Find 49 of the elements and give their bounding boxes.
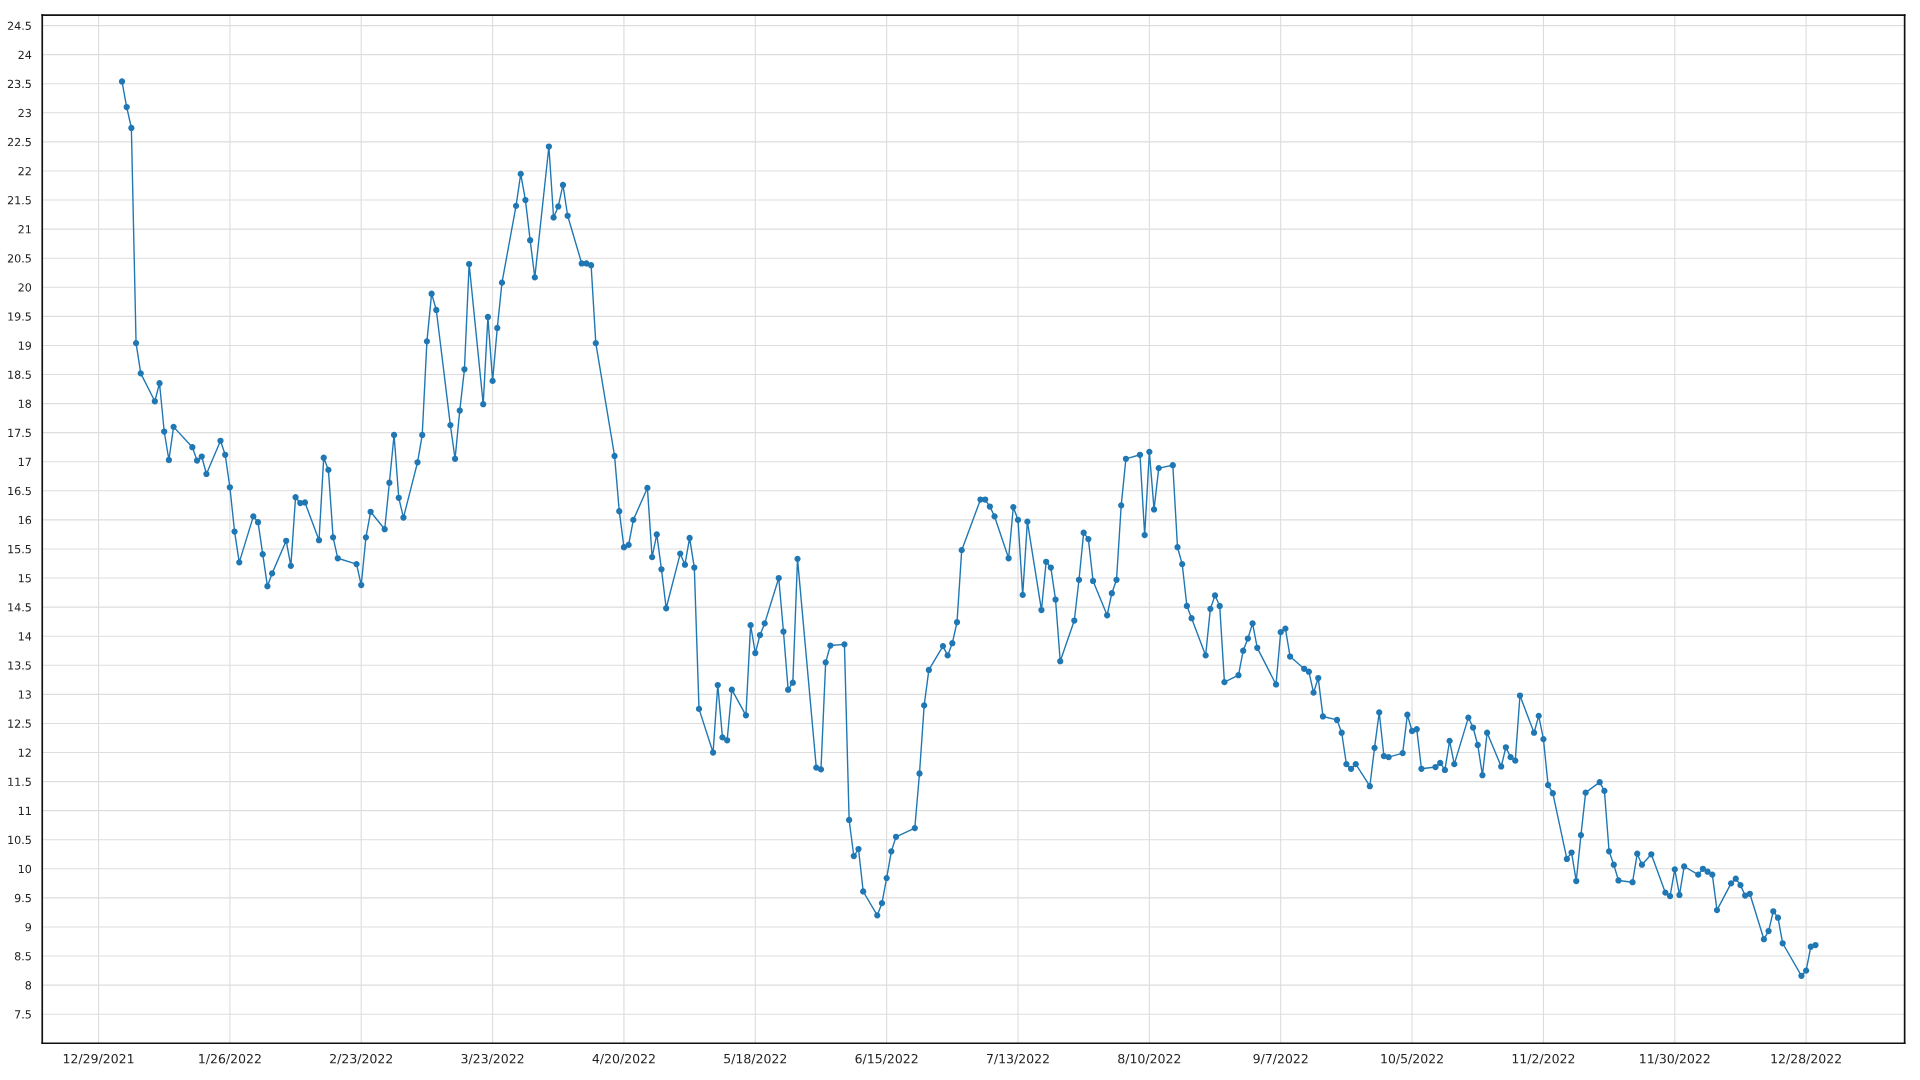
y-tick-label: 8 xyxy=(25,981,32,990)
x-tick-label: 6/15/2022 xyxy=(855,1053,918,1065)
y-tick-label: 16 xyxy=(18,515,32,525)
y-tick-label: 24 xyxy=(18,50,32,59)
x-tick-label: 10/5/2022 xyxy=(1381,1053,1443,1065)
x-tick-label: 3/23/2022 xyxy=(461,1053,524,1065)
y-tick-label: 10 xyxy=(18,864,32,874)
y-tick-label: 21 xyxy=(18,225,31,234)
x-tick-label: 8/10/2022 xyxy=(1118,1053,1181,1065)
y-tick-label: 11.5 xyxy=(8,777,31,786)
x-tick-label: 9/7/2022 xyxy=(1253,1053,1308,1065)
y-tick-label: 19 xyxy=(18,341,32,350)
y-tick-label: 9 xyxy=(25,922,32,932)
y-tick-label: 15 xyxy=(18,574,31,583)
y-tick-label: 18 xyxy=(18,399,32,408)
y-tick-label: 20.5 xyxy=(7,254,31,263)
y-tick-label: 14 xyxy=(18,632,32,641)
x-tick-label: 7/13/2022 xyxy=(986,1053,1049,1065)
y-tick-label: 14.5 xyxy=(8,603,31,612)
y-tick-label: 18.5 xyxy=(8,370,31,379)
y-tick-label: 11 xyxy=(18,806,31,815)
y-tick-label: 24.5 xyxy=(7,21,31,30)
y-tick-label: 23.5 xyxy=(7,79,31,89)
x-tick-label: 12/28/2022 xyxy=(1771,1053,1841,1065)
y-tick-label: 16.5 xyxy=(8,486,31,496)
y-tick-label: 10.5 xyxy=(8,835,31,845)
y-tick-label: 8.5 xyxy=(14,952,31,961)
y-tick-label: 22.5 xyxy=(7,137,31,147)
x-tick-label: 12/29/2021 xyxy=(63,1053,134,1065)
y-tick-label: 12.5 xyxy=(8,719,31,728)
y-tick-label: 20 xyxy=(18,283,32,292)
x-tick-label: 1/26/2022 xyxy=(199,1053,261,1065)
y-tick-label: 15.5 xyxy=(8,545,31,554)
x-tick-label: 4/20/2022 xyxy=(592,1053,655,1065)
y-tick-label: 7.5 xyxy=(15,1010,31,1019)
y-tick-label: 13 xyxy=(18,690,31,699)
y-tick-label: 22 xyxy=(18,166,31,176)
y-tick-label: 21.5 xyxy=(7,196,31,205)
y-tick-label: 12 xyxy=(18,748,31,757)
x-tick-label: 11/30/2022 xyxy=(1640,1053,1710,1065)
x-tick-label: 2/23/2022 xyxy=(330,1053,393,1065)
x-tick-label: 11/2/2022 xyxy=(1512,1053,1575,1065)
x-tick-label: 5/18/2022 xyxy=(724,1053,787,1065)
y-tick-label: 17 xyxy=(18,457,31,466)
y-tick-label: 23 xyxy=(18,108,31,118)
y-tick-label: 19.5 xyxy=(8,312,31,321)
y-tick-label: 17.5 xyxy=(8,428,31,438)
y-tick-label: 13.5 xyxy=(8,661,31,670)
y-tick-label: 9.5 xyxy=(14,893,31,903)
